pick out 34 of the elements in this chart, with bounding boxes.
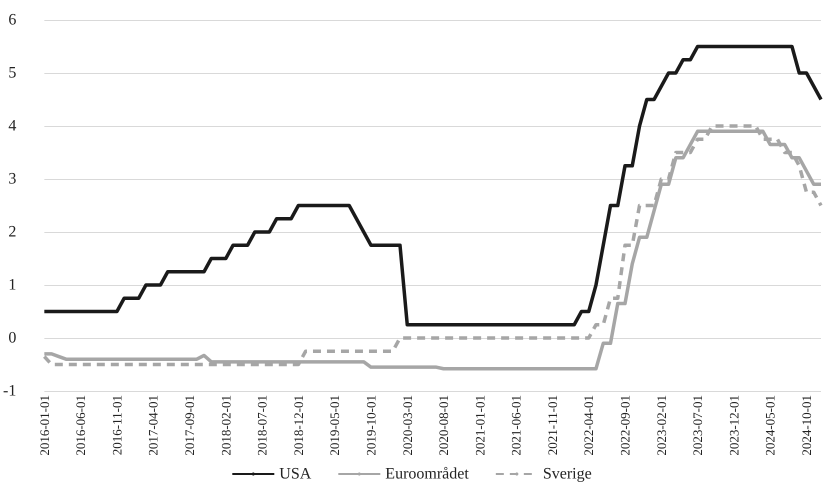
y-tick-label: 6 — [8, 12, 16, 28]
y-tick-label: 1 — [8, 276, 16, 294]
x-tick-label: 2020-08-01 — [436, 395, 452, 456]
x-tick-label: 2018-07-01 — [254, 395, 270, 456]
x-tick-label: 2024-10-01 — [798, 395, 814, 456]
y-tick-label: 4 — [8, 118, 16, 134]
x-tick-label: 2022-09-01 — [618, 395, 633, 456]
x-tick-label: 2023-12-01 — [726, 395, 742, 456]
x-tick-label: 2021-06-01 — [508, 395, 524, 456]
x-tick-label: 2018-02-01 — [218, 395, 234, 456]
x-tick-label: 2021-01-01 — [472, 395, 488, 456]
x-tick-label: 2016-06-01 — [73, 395, 88, 456]
x-tick-label: 2019-05-01 — [327, 395, 342, 456]
x-tick-label: 2016-01-01 — [36, 395, 52, 456]
x-tick-label: 2017-09-01 — [182, 395, 197, 456]
x-tick-label: 2021-11-01 — [544, 395, 560, 456]
line-series — [42, 44, 823, 326]
x-tick-label: 2017-04-01 — [146, 395, 161, 456]
legend-label: Euroområdet — [385, 466, 470, 482]
x-tick-label: 2022-04-01 — [581, 395, 596, 456]
legend-label: Sverige — [542, 466, 592, 482]
legend-label: USA — [279, 466, 312, 482]
x-tick-label: 2016-11-01 — [109, 395, 124, 456]
x-tick-label: 2019-10-01 — [363, 395, 378, 456]
y-tick-label: 0 — [8, 330, 16, 346]
y-tick-label: 5 — [8, 64, 16, 82]
x-tick-label: 2018-12-01 — [290, 395, 306, 456]
y-tick-label: -1 — [3, 382, 16, 400]
y-tick-label: 2 — [8, 224, 16, 240]
x-tick-label: 2024-05-01 — [762, 395, 778, 456]
x-tick-label: 2023-02-01 — [654, 395, 669, 456]
y-tick-label: 3 — [8, 170, 16, 188]
x-tick-label: 2020-03-01 — [400, 395, 415, 456]
x-tick-label: 2023-07-01 — [690, 395, 706, 456]
